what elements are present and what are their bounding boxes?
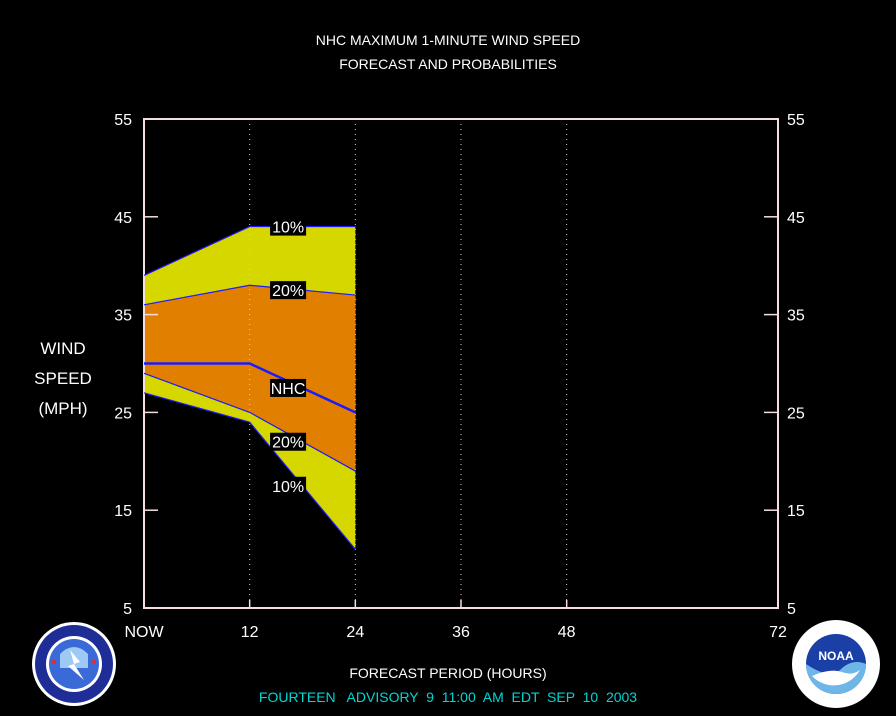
- band-label-box-3: [270, 432, 307, 451]
- probability-bands: [144, 226, 356, 550]
- advisory-text: FOURTEEN ADVISORY 9 11:00 AM EDT SEP 10 …: [258, 689, 638, 705]
- band-label-box-0: [270, 217, 307, 236]
- x-tick-label-48: 48: [558, 624, 576, 641]
- band-label-box-2: [270, 378, 307, 397]
- x-tick-label-24: 24: [346, 624, 364, 641]
- x-tick-label-36: 36: [452, 624, 470, 641]
- y-tick-label-right-55: 55: [787, 112, 805, 129]
- y-tick-label-right-15: 15: [787, 503, 805, 520]
- y-axis-label-line-2: SPEED: [34, 369, 92, 388]
- band-label-2: NHC: [271, 381, 306, 398]
- y-tick-label-left-15: 15: [114, 503, 132, 520]
- band-label-box-4: [270, 476, 307, 495]
- svg-text:NOAA: NOAA: [818, 649, 854, 663]
- band-label-1: 20%: [272, 283, 304, 300]
- y-tick-label-right-35: 35: [787, 308, 805, 325]
- band-label-0: 10%: [272, 220, 304, 237]
- y-tick-label-left-5: 5: [123, 601, 132, 618]
- chart-title-line-1: NHC MAXIMUM 1-MINUTE WIND SPEED: [315, 32, 581, 48]
- y-tick-label-right-5: 5: [787, 601, 796, 618]
- band-label-3: 20%: [272, 435, 304, 452]
- y-tick-label-left-25: 25: [114, 405, 132, 422]
- y-tick-label-right-25: 25: [787, 405, 805, 422]
- x-tick-label-12: 12: [241, 624, 259, 641]
- series-lines: [143, 225, 356, 550]
- series-line-upper_20: [143, 284, 356, 306]
- series-line-forecast: [144, 362, 356, 414]
- noaa-logo: NOAA: [792, 620, 880, 708]
- y-tick-label-right-45: 45: [787, 210, 805, 227]
- band-label-box-1: [270, 281, 307, 300]
- series-line-lower_10: [143, 392, 356, 550]
- x-tick-label-72: 72: [769, 624, 787, 641]
- y-tick-label-left-55: 55: [114, 112, 132, 129]
- y-axis-label-line-1: WIND: [40, 339, 86, 358]
- x-axis-label: FORECAST PERIOD (HOURS): [349, 665, 547, 681]
- y-tick-label-left-35: 35: [114, 308, 132, 325]
- band-20-percent: [144, 285, 356, 472]
- band-label-4: 10%: [272, 479, 304, 496]
- x-tick-label-NOW: NOW: [124, 624, 164, 641]
- y-axis-label-line-3: (MPH): [38, 399, 88, 418]
- chart-title-line-2: FORECAST AND PROBABILITIES: [339, 56, 557, 72]
- nws-logo: [32, 622, 116, 706]
- band-labels: 10% 20% NHC 20% 10%: [270, 217, 307, 496]
- series-line-lower_20: [143, 372, 356, 472]
- y-tick-label-left-45: 45: [114, 210, 132, 227]
- series-line-upper_10: [143, 225, 356, 277]
